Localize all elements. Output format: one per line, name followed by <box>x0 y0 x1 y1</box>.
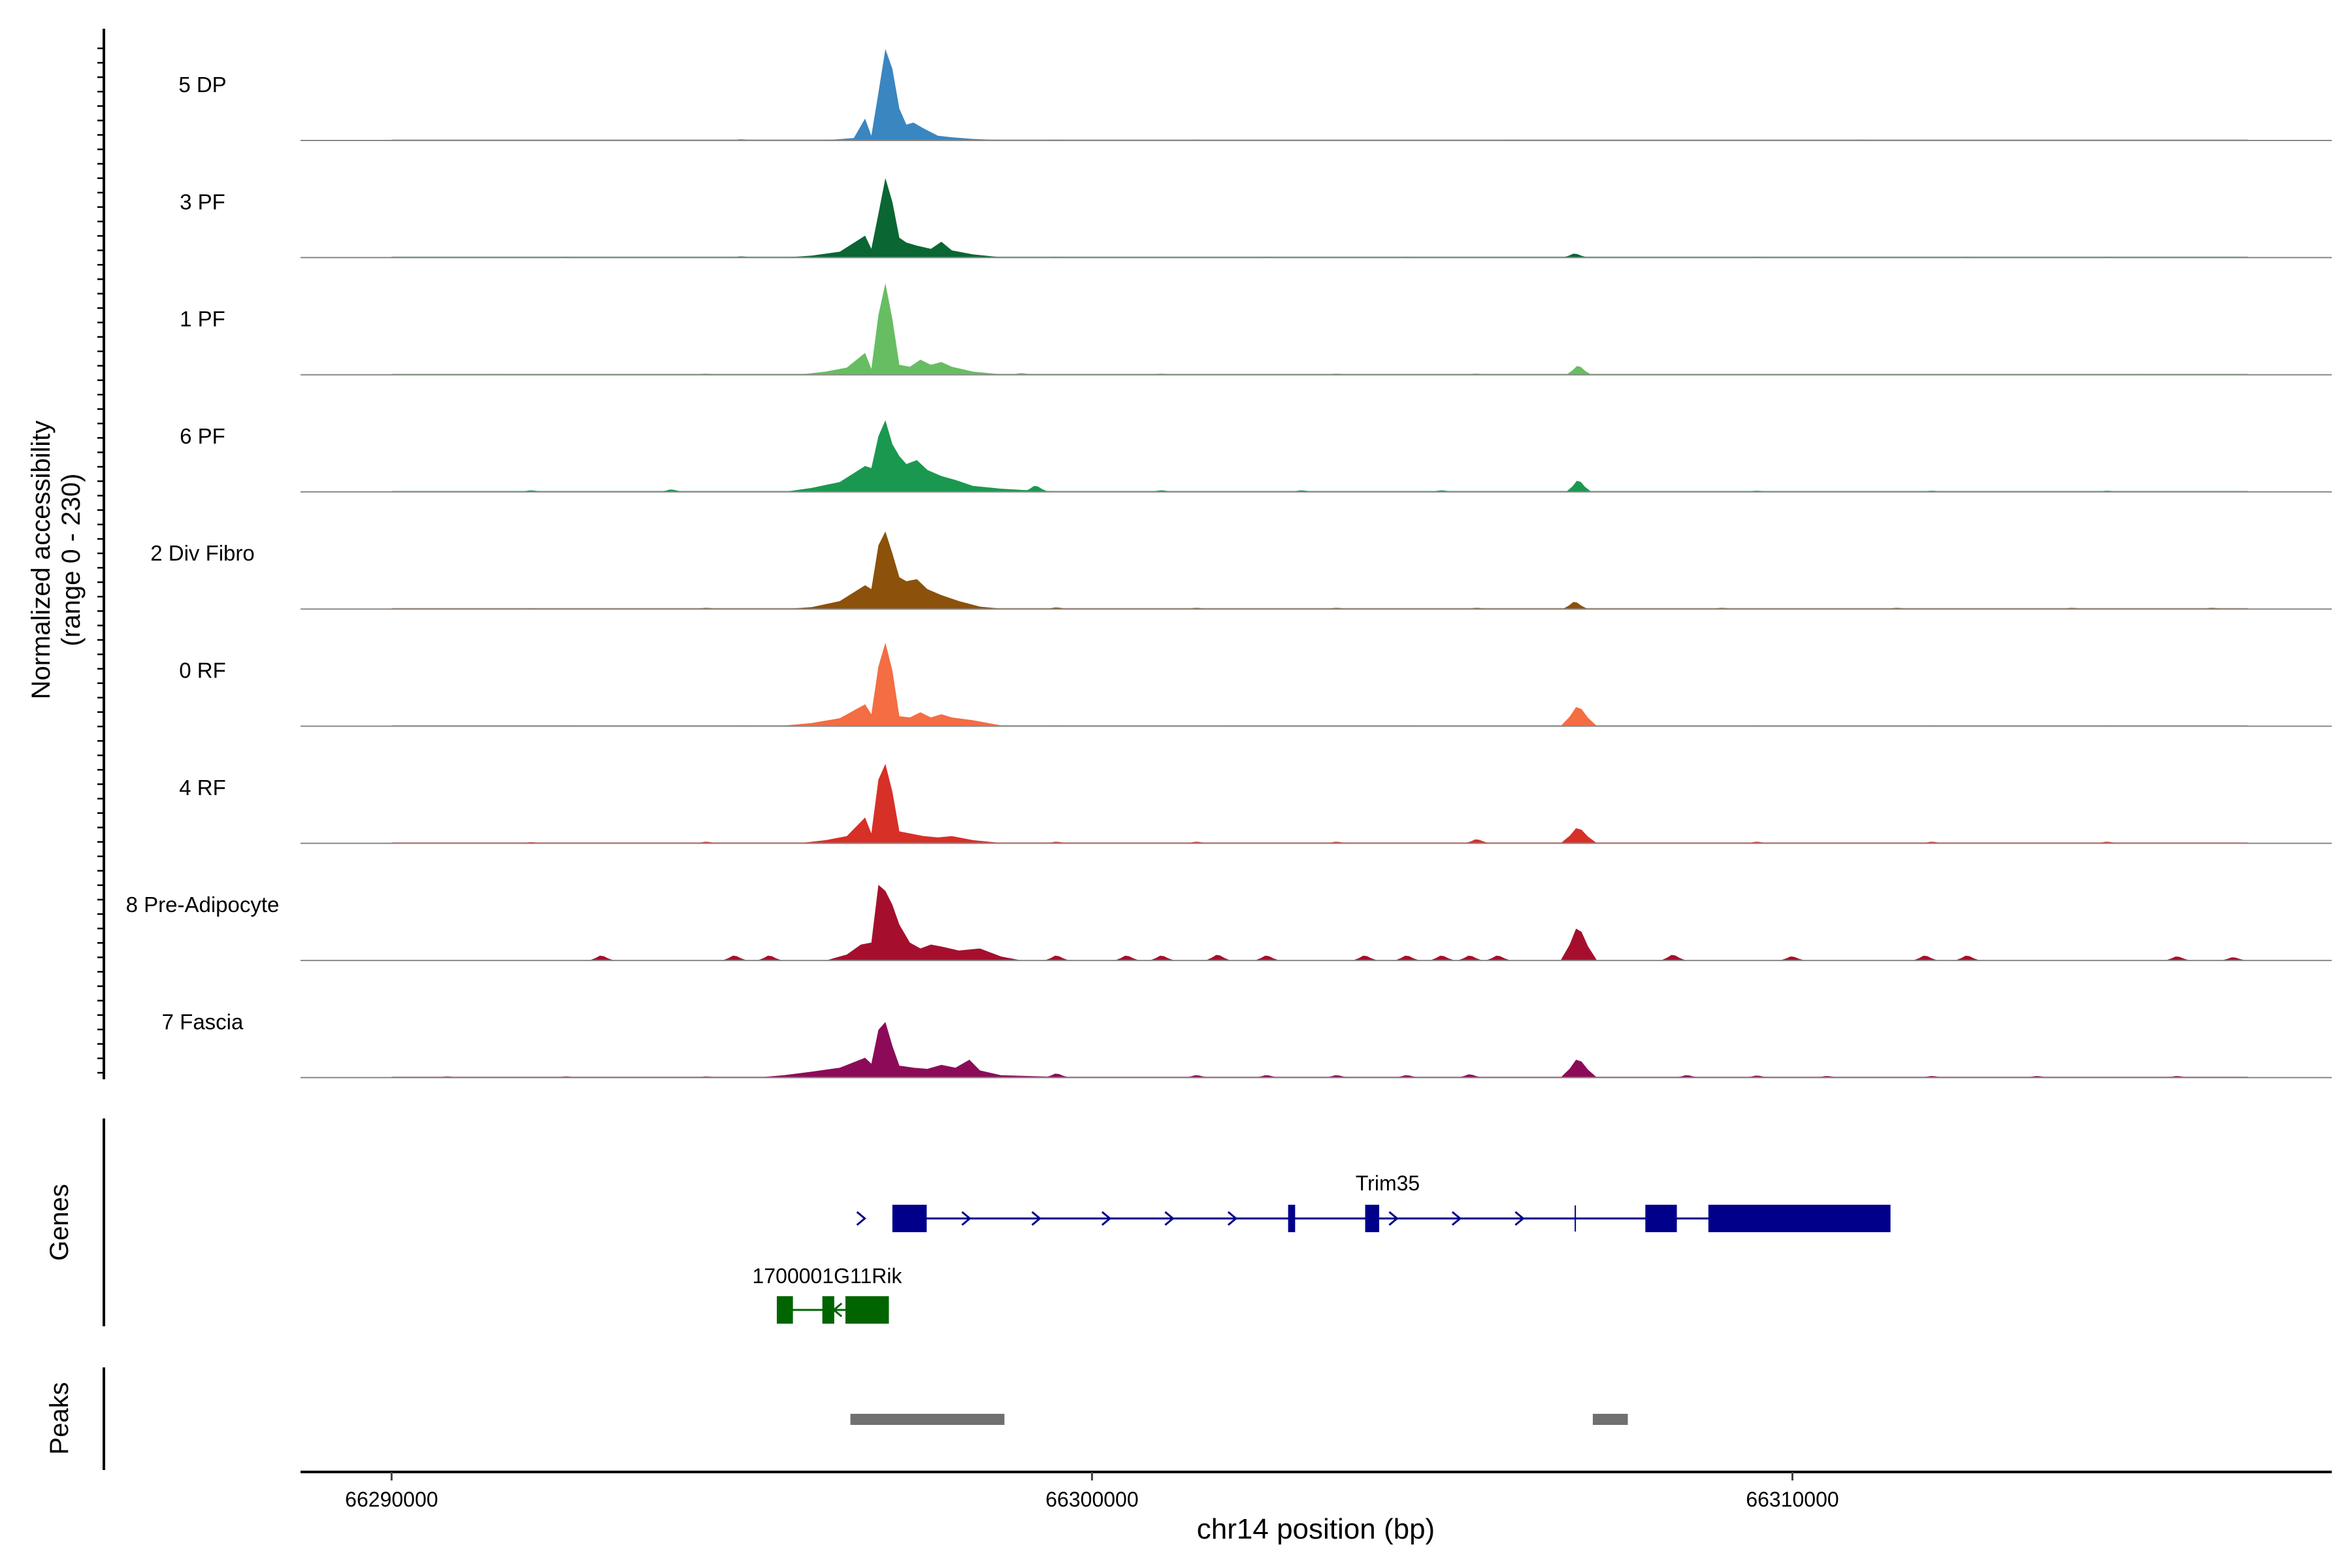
track-label-7: 8 Pre-Adipocyte <box>126 892 280 917</box>
track-label-4: 2 Div Fibro <box>150 541 255 565</box>
track-bump-7-6 <box>1205 955 1231 961</box>
gene-exon-0-0 <box>892 1205 927 1232</box>
gene-exon-0-2 <box>1365 1205 1379 1232</box>
x-axis: chr14 position (bp) 66290000 66300000 6631… <box>301 1471 2332 1545</box>
track-label-3: 6 PF <box>180 424 225 448</box>
track-bump-7-2 <box>757 955 783 961</box>
track-bump-7-0 <box>589 955 615 961</box>
track-bump-7-8 <box>1352 955 1378 961</box>
gene-exon-1-2 <box>845 1296 889 1324</box>
track-bump-8-8 <box>1458 1074 1483 1078</box>
y-axis-title-line1: Normalized accessibility <box>27 421 56 700</box>
gene-exon-0-3 <box>1645 1205 1677 1232</box>
gene-0 <box>856 1205 1891 1232</box>
track-label-0: 5 DP <box>178 73 226 97</box>
track-bump-7-19 <box>2221 957 2247 961</box>
track-bump-8-3 <box>1044 1073 1070 1078</box>
track-bump-7-18 <box>2164 956 2191 961</box>
track-3: 6 PF <box>180 420 2332 493</box>
track-bump-5-5 <box>1560 707 1597 727</box>
gene-exon-0-1 <box>1288 1205 1296 1232</box>
track-bump-6-6 <box>1560 828 1597 843</box>
track-bump-1-5 <box>1562 253 1588 258</box>
track-bump-7-12 <box>1485 955 1511 961</box>
track-bump-7-10 <box>1429 955 1455 961</box>
x-axis-tick-label-2: 66310000 <box>1746 1488 1838 1511</box>
genes-track-label: Genes <box>45 1184 74 1261</box>
gene-exon-1-1 <box>822 1296 834 1324</box>
gene-strand-arrow-0-8 <box>1514 1211 1525 1226</box>
gene-strand-arrow-0-7 <box>1451 1211 1462 1226</box>
track-bump-7-1 <box>722 955 747 961</box>
track-1: 3 PF <box>180 178 2332 259</box>
gene-strand-arrow-0-5 <box>1227 1211 1238 1226</box>
track-0: 5 DP <box>178 49 2332 141</box>
track-label-1: 3 PF <box>180 189 225 214</box>
gene-label-trim35: Trim35 <box>1356 1171 1420 1195</box>
track-bump-7-13 <box>1560 928 1597 961</box>
track-label-2: 1 PF <box>180 307 225 331</box>
track-bump-7-11 <box>1458 955 1483 961</box>
track-coverage-1 <box>783 178 1002 258</box>
track-label-5: 0 RF <box>179 659 226 683</box>
gene-label-1700001g11rik: 1700001G11Rik <box>753 1264 903 1288</box>
gene-exon-1-0 <box>777 1296 793 1324</box>
gene-strand-arrow-0-0 <box>856 1211 866 1226</box>
track-coverage-7 <box>826 885 1022 961</box>
gene-strand-arrow-1-0 <box>832 1302 843 1318</box>
track-bump-7-15 <box>1780 956 1805 961</box>
peaks-track-label: Peaks <box>45 1382 74 1454</box>
x-axis-tick-label-1: 66300000 <box>1045 1488 1138 1511</box>
x-axis-label: chr14 position (bp) <box>1197 1513 1435 1545</box>
track-5: 0 RF <box>179 642 2332 727</box>
track-7: 8 Pre-Adipocyte <box>126 885 2332 962</box>
track-coverage-5 <box>777 642 1002 727</box>
y-axis-title: Normalized accessibility (range 0 - 230) <box>27 421 86 700</box>
track-coverage-0 <box>811 49 1002 140</box>
track-bump-2-6 <box>1566 366 1592 375</box>
track-2: 1 PF <box>180 283 2332 376</box>
gene-strand-arrow-0-4 <box>1164 1211 1175 1226</box>
peaks-track: Peaks <box>45 1367 1628 1470</box>
peak-bar-1 <box>1592 1414 1628 1425</box>
gene-strand-arrow-0-3 <box>1101 1211 1112 1226</box>
x-axis-tick-label-0: 66290000 <box>345 1488 438 1511</box>
track-bump-3-6 <box>1566 480 1592 492</box>
track-coverage-6 <box>798 764 1002 843</box>
track-bump-7-4 <box>1114 955 1140 961</box>
coverage-tracks: 5 DP 3 PF 1 PF 6 PF 2 Div Fibro 0 RF 4 RF 8 Pre… <box>126 49 2332 1079</box>
track-4: 2 Div Fibro <box>150 531 2332 610</box>
y-axis <box>97 29 105 1079</box>
gene-strand-arrow-0-2 <box>1031 1211 1042 1226</box>
gene-1 <box>777 1296 889 1324</box>
genes-track: Genes Trim35 1700001G11Rik <box>45 1119 1891 1326</box>
track-bump-3-2 <box>1023 485 1049 492</box>
track-bump-7-7 <box>1254 955 1280 961</box>
track-6: 4 RF <box>179 764 2332 844</box>
gene-strand-arrow-0-6 <box>1388 1211 1399 1226</box>
track-label-6: 4 RF <box>179 776 226 800</box>
track-bump-7-17 <box>1955 955 1980 961</box>
gene-strand-arrow-0-1 <box>961 1211 972 1226</box>
track-bump-4-6 <box>1562 602 1588 610</box>
track-bump-7-16 <box>1912 955 1938 961</box>
track-coverage-3 <box>783 420 1057 492</box>
y-axis-title-line2: (range 0 - 230) <box>57 474 86 647</box>
track-bump-7-14 <box>1660 955 1686 961</box>
track-bump-6-5 <box>1464 839 1490 843</box>
track-bump-7-9 <box>1394 955 1420 961</box>
track-coverage-2 <box>798 283 1002 375</box>
peak-bar-0 <box>850 1414 1005 1425</box>
track-8: 7 Fascia <box>162 1009 2332 1079</box>
track-bump-8-9 <box>1560 1060 1597 1078</box>
track-coverage-8 <box>755 1022 1057 1078</box>
track-bump-7-3 <box>1044 955 1070 961</box>
track-label-8: 7 Fascia <box>162 1009 244 1034</box>
gene-exon-0-4 <box>1708 1205 1891 1232</box>
track-coverage-4 <box>783 531 1002 610</box>
track-bump-7-5 <box>1149 955 1175 961</box>
